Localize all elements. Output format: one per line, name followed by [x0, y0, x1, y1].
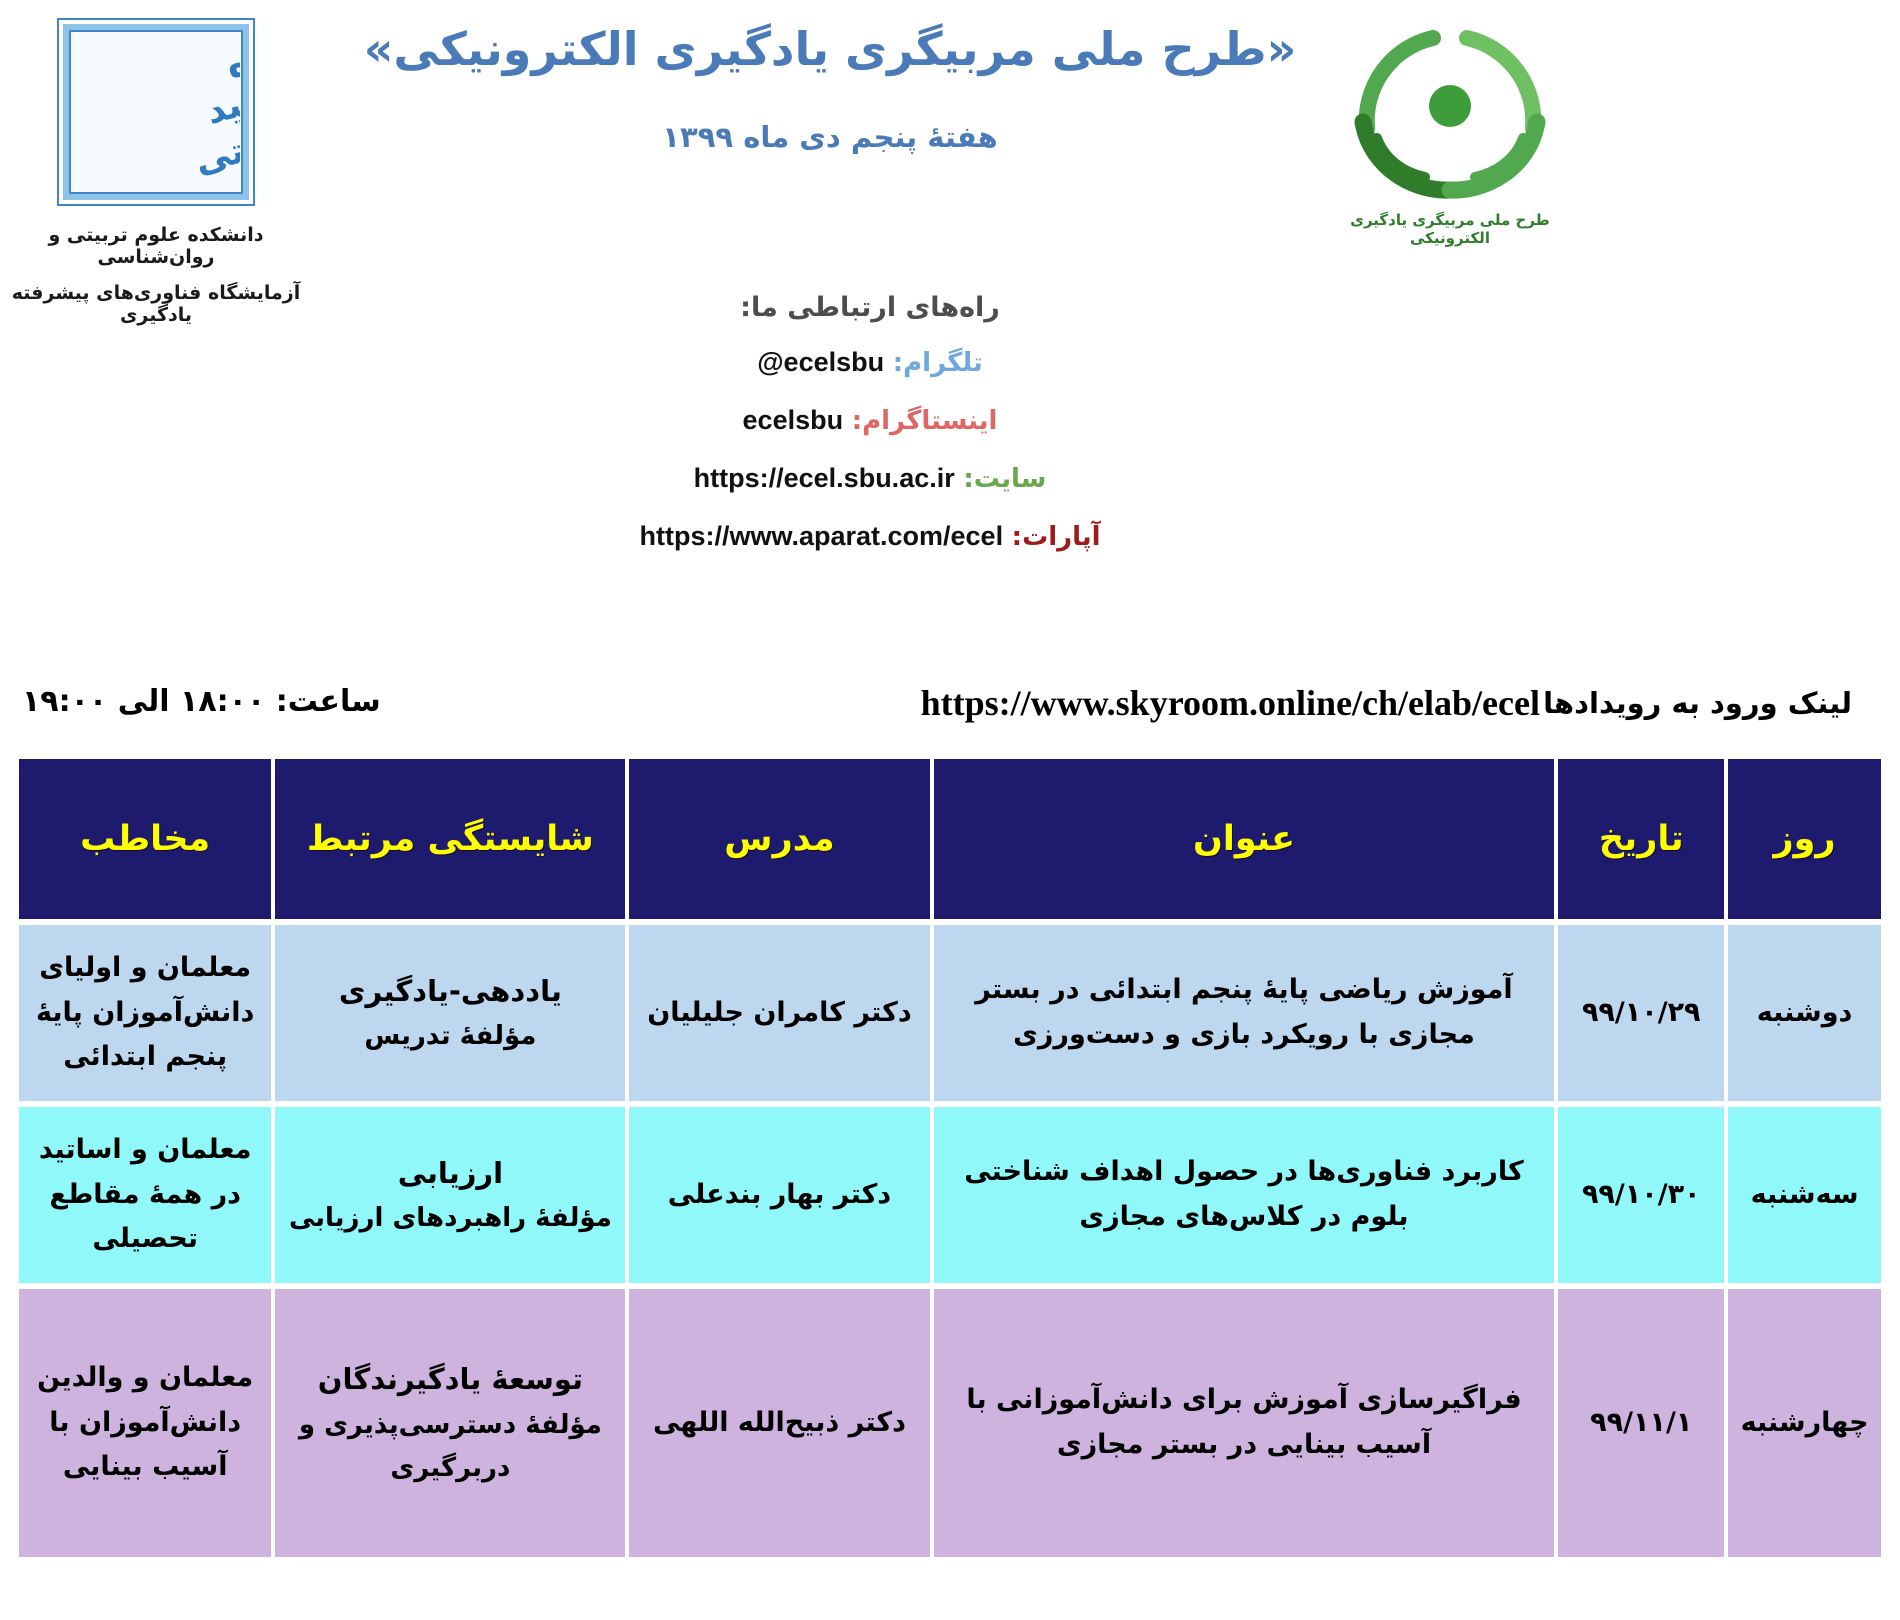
competency-cell: یاددهی-یادگیری مؤلفۀ تدریس [275, 925, 626, 1101]
poster-subtitle: هفتۀ پنجم دی ماه ۱۳۹۹ [662, 120, 998, 154]
instagram-label: اینستاگرام: [851, 406, 998, 436]
header-competency: شایستگی مرتبط [275, 759, 626, 919]
audience-cell: معلمان و والدین دانش‌آموزان با آسیب بینا… [19, 1289, 272, 1557]
event-link-row: لینک ورود به رویدادها https://www.skyroo… [0, 682, 1900, 730]
contact-line-telegram: تلگرام: @ecelsbu [320, 347, 1420, 378]
day-cell: چهارشنبه [1728, 1289, 1881, 1557]
header-title: عنوان [933, 759, 1555, 919]
table-header-row: روز تاریخ عنوان مدرس شایستگی مرتبط مخاطب [19, 759, 1881, 919]
table-row: دوشنبه ۹۹/۱۰/۲۹ آموزش ریاضی پایۀ پنجم اب… [19, 925, 1881, 1101]
university-logo: دانشگاه شهید بهشتی [57, 18, 255, 206]
competency-main: ارزیابی [397, 1155, 504, 1190]
poster-title: «طرح ملی مربیگری یادگیری الکترونیکی» [363, 22, 1297, 76]
header-instructor: مدرس [629, 759, 930, 919]
competency-cell: توسعۀ یادگیرندگان مؤلفۀ دسترسی‌پذیری و د… [275, 1289, 626, 1557]
instructor-cell: دکتر کامران جلیلیان [629, 925, 930, 1101]
contact-line-website: سایت: https://ecel.sbu.ac.ir [320, 463, 1420, 494]
program-logo: طرح ملی مربیگری یادگیری الکترونیکی [1310, 10, 1590, 247]
telegram-label: تلگرام: [892, 348, 983, 378]
table-row: چهارشنبه ۹۹/۱۱/۱ فراگیرسازی آموزش برای د… [19, 1289, 1881, 1557]
events-link-url[interactable]: https://www.skyroom.online/ch/elab/ecel [920, 683, 1540, 723]
aparat-url[interactable]: https://www.aparat.com/ecel [639, 521, 1004, 551]
university-block: دانشگاه شهید بهشتی دانشکده علوم تربیتی و… [6, 14, 306, 326]
competency-main: یاددهی-یادگیری [338, 973, 562, 1008]
instructor-cell: دکتر بهار بندعلی [629, 1107, 930, 1283]
audience-cell: معلمان و اولیای دانش‌آموزان پایۀ پنجم اب… [19, 925, 272, 1101]
events-link-label: لینک ورود به رویدادها [1543, 686, 1852, 720]
instructor-cell: دکتر ذبیح‌الله اللهی [629, 1289, 930, 1557]
program-logo-caption: طرح ملی مربیگری یادگیری الکترونیکی [1350, 211, 1550, 247]
table-row: سه‌شنبه ۹۹/۱۰/۳۰ کاربرد فناوری‌ها در حصو… [19, 1107, 1881, 1283]
competency-sub: مؤلفۀ تدریس [364, 1021, 537, 1052]
contact-block: راه‌های ارتباطی ما: تلگرام: @ecelsbu این… [320, 292, 1420, 579]
program-logo-icon [1354, 30, 1546, 199]
audience-cell: معلمان و اساتید در همۀ مقاطع تحصیلی [19, 1107, 272, 1283]
date-cell: ۹۹/۱۱/۱ [1558, 1289, 1725, 1557]
schedule-table: روز تاریخ عنوان مدرس شایستگی مرتبط مخاطب… [15, 753, 1885, 1563]
university-logo-calligraphy: دانشگاه شهید بهشتی [191, 33, 240, 182]
day-cell: دوشنبه [1728, 925, 1881, 1101]
competency-cell: ارزیابی مؤلفۀ راهبردهای ارزیابی [275, 1107, 626, 1283]
date-cell: ۹۹/۱۰/۲۹ [1558, 925, 1725, 1101]
contact-heading: راه‌های ارتباطی ما: [740, 292, 1000, 323]
title-cell: آموزش ریاضی پایۀ پنجم ابتدائی در بستر مج… [933, 925, 1555, 1101]
lab-name: آزمایشگاه فناوری‌های پیشرفته یادگیری [11, 282, 301, 326]
aparat-label: آپارات: [1011, 522, 1101, 552]
telegram-handle[interactable]: @ecelsbu [757, 347, 885, 377]
date-cell: ۹۹/۱۰/۳۰ [1558, 1107, 1725, 1283]
title-cell: کاربرد فناوری‌ها در حصول اهداف شناختی بل… [933, 1107, 1555, 1283]
header-day: روز [1728, 759, 1881, 919]
header-date: تاریخ [1558, 759, 1725, 919]
header-audience: مخاطب [19, 759, 272, 919]
contact-line-aparat: آپارات: https://www.aparat.com/ecel [320, 521, 1420, 552]
website-label: سایت: [963, 464, 1047, 494]
svg-text:دانشگاه: دانشگاه [222, 33, 240, 87]
title-cell: فراگیرسازی آموزش برای دانش‌آموزانی با آس… [933, 1289, 1555, 1557]
instagram-handle[interactable]: ecelsbu [742, 405, 844, 435]
competency-sub: مؤلفۀ دسترسی‌پذیری و دربرگیری [298, 1410, 602, 1483]
session-time: ساعت: ۱۸:۰۰ الی ۱۹:۰۰ [22, 684, 381, 719]
faculty-name: دانشکده علوم تربیتی و روان‌شناسی [48, 224, 264, 268]
contact-line-instagram: اینستاگرام: ecelsbu [320, 405, 1420, 436]
day-cell: سه‌شنبه [1728, 1107, 1881, 1283]
competency-sub: مؤلفۀ راهبردهای ارزیابی [288, 1203, 612, 1234]
competency-main: توسعۀ یادگیرندگان [317, 1362, 583, 1397]
website-url[interactable]: https://ecel.sbu.ac.ir [693, 463, 955, 493]
